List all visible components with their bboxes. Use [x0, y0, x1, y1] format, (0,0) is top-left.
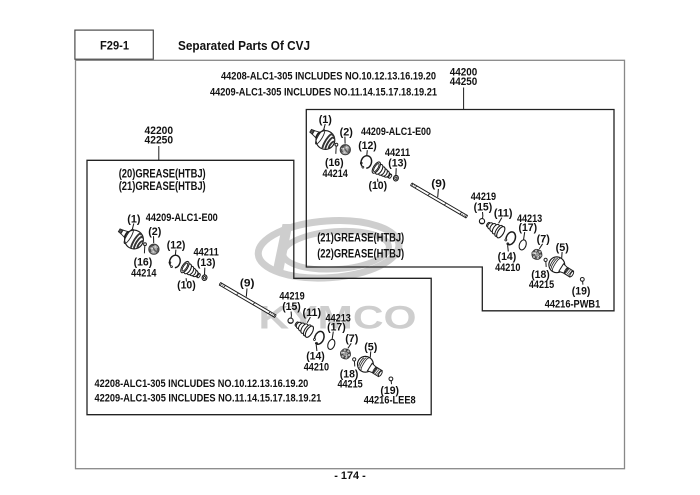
svg-text:- 174 -: - 174 - [334, 470, 366, 482]
svg-text:(2): (2) [148, 226, 162, 238]
svg-text:44219: 44219 [279, 291, 304, 303]
svg-text:(19): (19) [572, 285, 591, 297]
svg-text:44219: 44219 [471, 191, 496, 203]
svg-text:44213: 44213 [326, 312, 351, 324]
svg-text:44215: 44215 [337, 379, 362, 391]
svg-text:(19): (19) [380, 385, 399, 397]
svg-text:44214: 44214 [131, 268, 157, 280]
svg-text:(15): (15) [282, 301, 301, 313]
svg-text:42209-ALC1-305 INCLUDES NO.11.: 42209-ALC1-305 INCLUDES NO.11.14.15.17.1… [95, 392, 322, 404]
svg-text:(1): (1) [127, 214, 141, 226]
svg-text:(13): (13) [197, 257, 216, 269]
svg-text:(7): (7) [537, 234, 551, 246]
svg-text:(22)GREASE(HTBJ): (22)GREASE(HTBJ) [317, 247, 404, 261]
svg-text:(9): (9) [240, 278, 255, 290]
svg-text:44250: 44250 [450, 76, 478, 88]
svg-text:(20)GREASE(HTBJ): (20)GREASE(HTBJ) [119, 166, 206, 180]
svg-text:(9): (9) [431, 178, 446, 190]
svg-text:(16): (16) [325, 157, 344, 169]
svg-text:42200: 42200 [145, 125, 174, 137]
svg-text:KYMCO: KYMCO [259, 300, 417, 336]
svg-text:44211: 44211 [385, 147, 410, 159]
svg-text:44211: 44211 [193, 247, 218, 259]
svg-text:(11): (11) [494, 207, 513, 219]
svg-text:42250: 42250 [145, 135, 174, 147]
svg-text:(17): (17) [519, 222, 538, 234]
svg-text:(21)GREASE(HTBJ): (21)GREASE(HTBJ) [119, 179, 206, 193]
svg-text:(18): (18) [531, 269, 550, 281]
svg-text:44209-ALC1-305 INCLUDES NO.11.: 44209-ALC1-305 INCLUDES NO.11.14.15.17.1… [210, 87, 437, 99]
svg-text:(21)GREASE(HTBJ): (21)GREASE(HTBJ) [317, 230, 404, 244]
svg-text:44215: 44215 [529, 279, 554, 291]
svg-text:44210: 44210 [495, 262, 520, 274]
svg-text:(18): (18) [340, 369, 359, 381]
svg-text:(2): (2) [340, 126, 354, 138]
svg-text:44216-PWB1: 44216-PWB1 [545, 298, 601, 310]
svg-text:44216-LEE8: 44216-LEE8 [364, 395, 416, 407]
svg-text:44214: 44214 [323, 168, 349, 180]
svg-text:44209-ALC1-E00: 44209-ALC1-E00 [361, 126, 431, 138]
svg-text:44213: 44213 [517, 213, 542, 225]
svg-text:(10): (10) [177, 279, 196, 291]
svg-text:(5): (5) [364, 341, 378, 353]
svg-text:44200: 44200 [450, 66, 478, 78]
svg-text:44208-ALC1-305 INCLUDES NO.10: 44208-ALC1-305 INCLUDES NO.10.12.13.16.1… [221, 71, 436, 83]
svg-text:F29-1: F29-1 [100, 39, 129, 53]
svg-text:(14): (14) [498, 251, 517, 263]
svg-text:(5): (5) [556, 242, 570, 254]
svg-text:44210: 44210 [304, 362, 329, 374]
svg-text:(17): (17) [327, 322, 346, 334]
svg-text:(12): (12) [358, 140, 377, 152]
svg-text:44209-ALC1-E00: 44209-ALC1-E00 [146, 212, 218, 224]
svg-text:(14): (14) [306, 351, 325, 363]
svg-text:(13): (13) [388, 158, 407, 170]
svg-text:(10): (10) [369, 180, 388, 192]
svg-text:(1): (1) [319, 114, 333, 126]
svg-text:Separated Parts Of CVJ: Separated Parts Of CVJ [178, 38, 310, 53]
svg-text:(15): (15) [474, 202, 493, 214]
svg-text:(12): (12) [167, 239, 186, 251]
svg-text:(16): (16) [134, 257, 153, 269]
svg-text:42208-ALC1-305 INCLUDES NO.10.: 42208-ALC1-305 INCLUDES NO.10.12.13.16.1… [95, 378, 309, 390]
svg-text:(7): (7) [345, 333, 359, 345]
svg-text:(11): (11) [303, 307, 322, 319]
